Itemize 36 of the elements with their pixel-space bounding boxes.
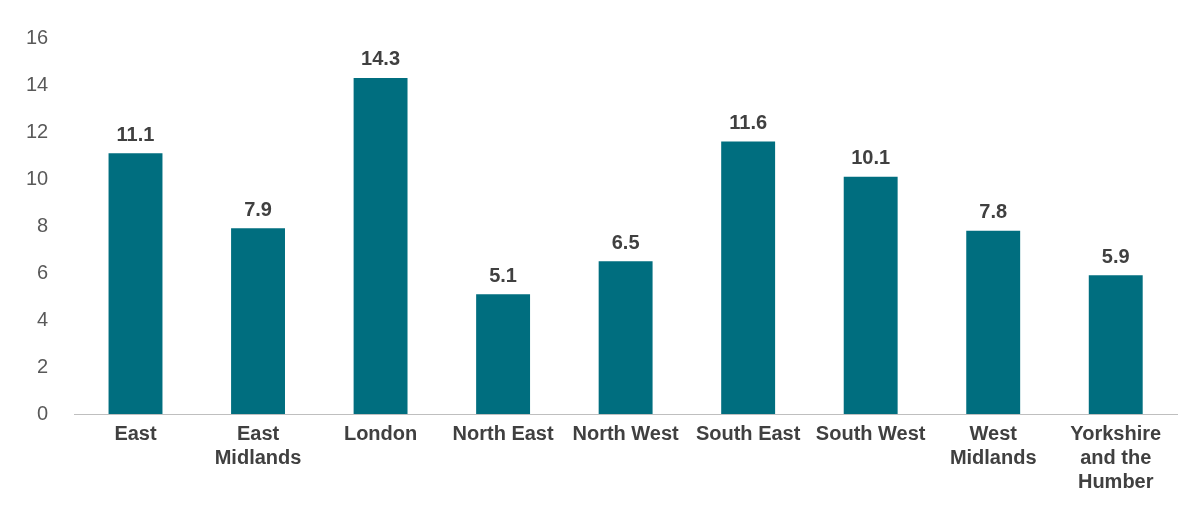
y-tick-label: 14 xyxy=(26,72,49,95)
x-tick-label: London xyxy=(343,421,418,444)
y-tick-label: 12 xyxy=(26,119,49,142)
y-tick-label: 8 xyxy=(37,213,49,236)
bar xyxy=(108,153,163,414)
y-tick-label: 16 xyxy=(26,25,49,48)
data-label: 11.6 xyxy=(729,110,768,133)
bar xyxy=(598,261,653,414)
data-label: 5.1 xyxy=(489,263,517,286)
x-tick-label: Yorkshire and the Humber xyxy=(1070,421,1162,492)
y-tick-label: 2 xyxy=(37,354,49,377)
data-label: 11.1 xyxy=(116,122,155,145)
x-tick-label: East xyxy=(114,421,157,444)
bar xyxy=(353,77,408,414)
data-label: 10.1 xyxy=(851,146,891,169)
bar xyxy=(231,228,285,414)
x-tick-label: North East xyxy=(452,421,554,444)
data-label: 14.3 xyxy=(361,47,401,70)
y-tick-label: 6 xyxy=(37,260,49,283)
x-tick-label: West Midlands xyxy=(949,421,1037,468)
data-label: 7.8 xyxy=(979,200,1008,223)
bar xyxy=(966,230,1021,414)
bar xyxy=(476,294,531,414)
x-tick-label: South West xyxy=(815,421,926,444)
bar xyxy=(1088,275,1143,414)
x-tick-label: South East xyxy=(695,421,801,444)
data-label: 7.9 xyxy=(244,197,272,220)
data-label: 5.9 xyxy=(1101,244,1130,267)
bar xyxy=(843,176,898,414)
y-tick-label: 4 xyxy=(37,307,49,330)
x-tick-label: North West xyxy=(572,421,680,444)
y-tick-label: 0 xyxy=(37,401,49,424)
y-tick-label: 10 xyxy=(26,166,49,189)
data-label: 6.5 xyxy=(611,230,640,253)
x-tick-label: East Midlands xyxy=(214,421,302,468)
bar xyxy=(721,141,776,414)
